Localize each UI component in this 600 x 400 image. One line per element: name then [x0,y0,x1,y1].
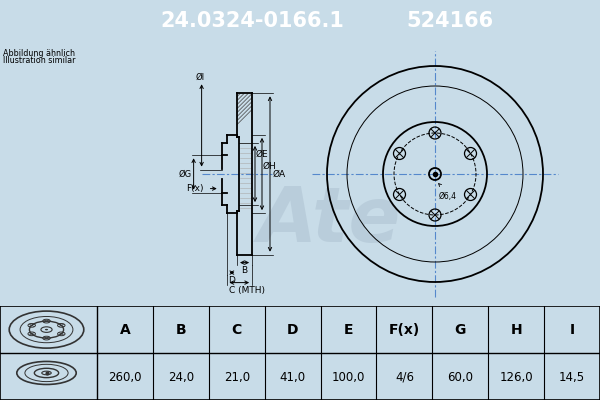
Text: ØE: ØE [256,150,269,158]
Text: 4/6: 4/6 [395,370,414,384]
Text: Ø6,4: Ø6,4 [439,192,457,201]
Text: 126,0: 126,0 [499,370,533,384]
Text: 24.0324-0166.1: 24.0324-0166.1 [160,11,344,31]
Text: I: I [569,323,575,337]
Text: ØA: ØA [273,170,286,178]
Text: 60,0: 60,0 [447,370,473,384]
Text: F(x): F(x) [187,184,204,193]
Text: A: A [119,323,130,337]
Text: 24,0: 24,0 [168,370,194,384]
Text: ØI: ØI [195,73,204,82]
Text: G: G [455,323,466,337]
Text: E: E [344,323,353,337]
Text: 14,5: 14,5 [559,370,585,384]
Circle shape [45,329,48,330]
Text: 21,0: 21,0 [224,370,250,384]
Text: 100,0: 100,0 [332,370,365,384]
Text: 260,0: 260,0 [108,370,142,384]
Text: Illustration similar: Illustration similar [3,56,76,65]
Text: 524166: 524166 [406,11,494,31]
Text: 41,0: 41,0 [280,370,305,384]
Text: H: H [511,323,522,337]
Text: D: D [287,323,298,337]
Text: C: C [232,323,242,337]
Text: F(x): F(x) [389,323,420,337]
Text: C (MTH): C (MTH) [229,286,265,294]
Text: Ate: Ate [259,184,401,258]
Text: B: B [241,266,248,274]
Text: B: B [176,323,186,337]
Text: ØG: ØG [178,170,191,178]
Text: D: D [229,276,235,285]
Text: Abbildung ähnlich: Abbildung ähnlich [3,49,75,58]
Text: ØH: ØH [263,162,277,170]
